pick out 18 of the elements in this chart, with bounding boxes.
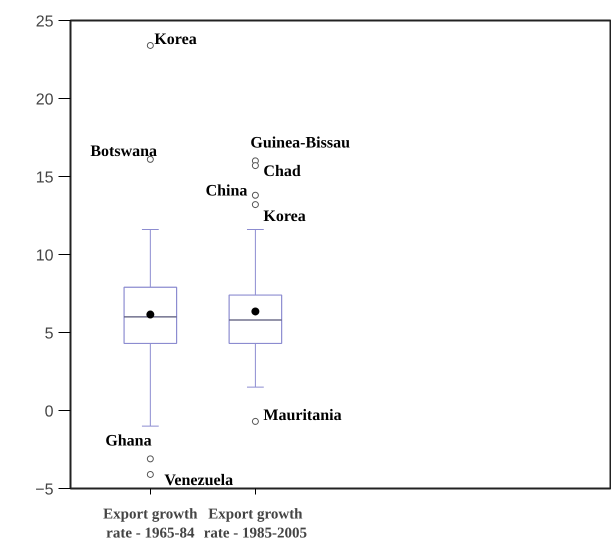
annotation: Ghana (105, 432, 152, 450)
y-tick-label: 20 (36, 92, 54, 108)
annotation: China (206, 182, 248, 200)
y-tick-label: 25 (36, 14, 54, 30)
annotation: Botswana (90, 142, 158, 160)
y-tick-label: 5 (44, 326, 54, 342)
y-tick-label: 15 (36, 170, 54, 186)
y-tick-label: 0 (44, 404, 54, 420)
annotation: Chad (263, 163, 301, 180)
y-tick-label: 10 (36, 248, 54, 264)
annotation: Korea (154, 30, 197, 48)
annotation: Korea (263, 208, 306, 226)
x-tick-label: Export growth rate - 1965-84 (103, 506, 198, 542)
annotation: Mauritania (263, 406, 342, 424)
y-tick-label: −5 (35, 482, 54, 498)
x-tick-label: Export growth rate - 1985-2005 (204, 506, 308, 542)
annotation: Venezuela (164, 472, 234, 489)
annotation: Guinea-Bissau (250, 134, 350, 152)
